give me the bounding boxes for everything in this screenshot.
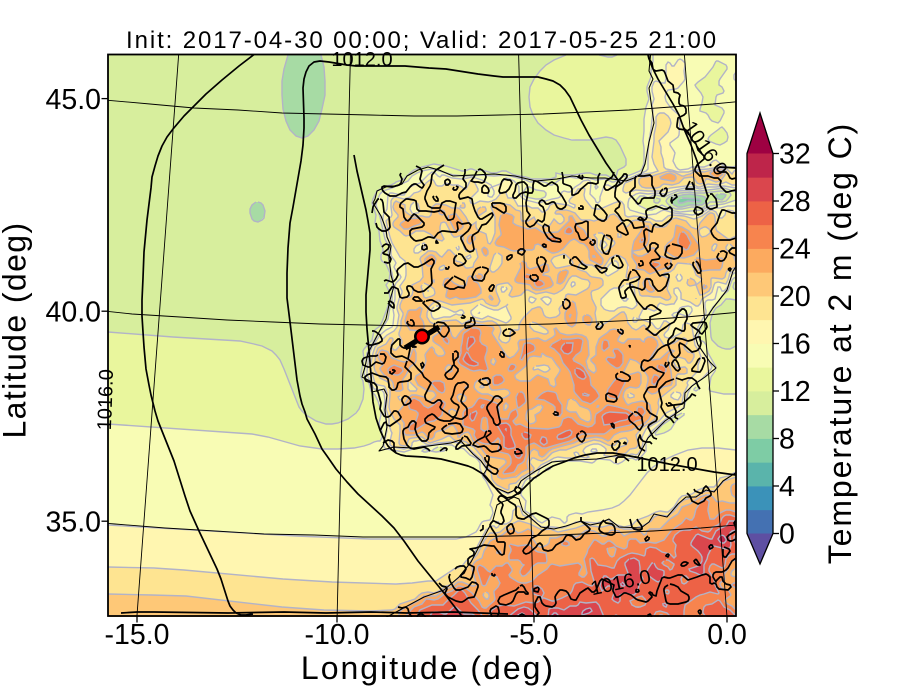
- svg-text:4: 4: [779, 471, 795, 503]
- svg-text:Init: 2017-04-30 00:00; Valid:: Init: 2017-04-30 00:00; Valid: 2017-05-2…: [126, 27, 718, 54]
- svg-text:20: 20: [779, 281, 811, 313]
- svg-text:0: 0: [779, 519, 795, 551]
- svg-text:35.0: 35.0: [46, 506, 101, 538]
- svg-text:1016.0: 1016.0: [94, 369, 118, 431]
- svg-text:1012.0: 1012.0: [331, 49, 392, 71]
- svg-text:Temperature at 2 m (deg C): Temperature at 2 m (deg C): [822, 122, 858, 564]
- svg-text:40.0: 40.0: [46, 296, 101, 328]
- svg-text:0.0: 0.0: [707, 619, 747, 651]
- svg-text:-5.0: -5.0: [509, 619, 558, 651]
- svg-text:24: 24: [779, 234, 811, 266]
- svg-text:1016.0: 1016.0: [678, 117, 731, 180]
- svg-text:8: 8: [779, 424, 795, 456]
- svg-text:16: 16: [779, 329, 811, 361]
- svg-text:28: 28: [779, 186, 811, 218]
- svg-text:Longitude (deg): Longitude (deg): [301, 650, 555, 686]
- svg-text:-10.0: -10.0: [305, 619, 370, 651]
- svg-text:1016.0: 1016.0: [589, 566, 653, 600]
- svg-text:12: 12: [779, 376, 811, 408]
- svg-text:45.0: 45.0: [46, 84, 101, 116]
- svg-text:32: 32: [779, 139, 811, 171]
- svg-text:Latitude (deg): Latitude (deg): [0, 221, 33, 438]
- svg-text:-15.0: -15.0: [105, 619, 170, 651]
- svg-text:1012.0: 1012.0: [636, 454, 697, 476]
